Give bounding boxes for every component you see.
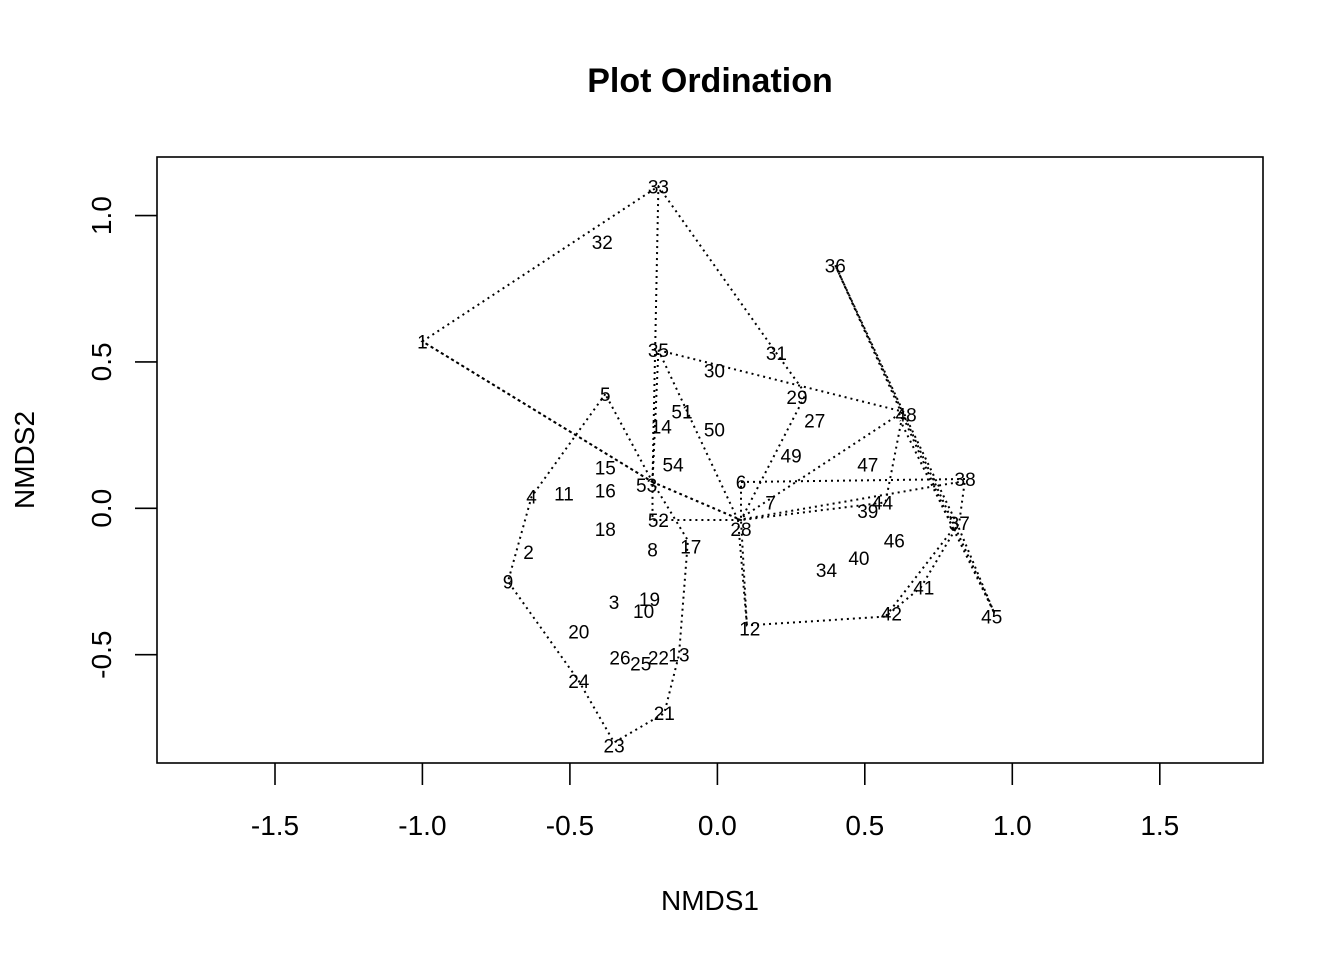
site-label-15: 15 — [595, 458, 616, 479]
x-tick-label: 1.0 — [993, 810, 1032, 841]
site-label-5: 5 — [600, 385, 611, 406]
site-label-20: 20 — [568, 622, 589, 643]
x-axis-label: NMDS1 — [661, 885, 759, 916]
site-label-31: 31 — [766, 344, 787, 365]
site-label-2: 2 — [523, 543, 534, 564]
site-label-21: 21 — [654, 704, 675, 725]
site-label-17: 17 — [680, 537, 701, 558]
spider-layer — [421, 186, 996, 626]
spider-segment-1-2 — [651, 186, 660, 483]
y-tick-label: 0.5 — [86, 342, 117, 381]
site-label-7: 7 — [765, 493, 776, 514]
site-label-39: 39 — [857, 502, 878, 523]
site-label-24: 24 — [568, 672, 590, 693]
site-label-49: 49 — [781, 447, 802, 468]
site-label-54: 54 — [663, 455, 685, 476]
y-tick-label: 1.0 — [86, 196, 117, 235]
spider-segment-3-4 — [884, 528, 955, 618]
chart-title: Plot Ordination — [587, 62, 833, 100]
spider-segment-3-3 — [952, 528, 996, 615]
site-label-40: 40 — [848, 549, 869, 570]
site-label-48: 48 — [896, 406, 917, 427]
site-label-42: 42 — [881, 605, 902, 626]
site-label-36: 36 — [825, 256, 846, 277]
x-tick-label: -0.5 — [546, 810, 594, 841]
site-label-22: 22 — [648, 649, 669, 670]
x-tick-label: 0.5 — [845, 810, 884, 841]
spider-segment-2-3 — [737, 481, 960, 521]
x-axis: -1.5 -1.0 -0.5 0.0 0.5 1.0 1.5 — [251, 763, 1179, 841]
site-label-35: 35 — [648, 341, 669, 362]
site-label-19: 19 — [639, 590, 660, 611]
group-hull-4 — [740, 477, 967, 627]
site-label-18: 18 — [595, 520, 616, 541]
site-label-3: 3 — [609, 593, 620, 614]
x-tick-label: -1.5 — [251, 810, 299, 841]
spider-segment-1-1 — [421, 340, 654, 483]
group-hull-5 — [834, 264, 996, 615]
y-tick-label: -0.5 — [86, 631, 117, 679]
site-label-50: 50 — [704, 420, 725, 441]
site-label-52: 52 — [648, 511, 669, 532]
site-label-26: 26 — [609, 649, 630, 670]
site-label-9: 9 — [503, 573, 514, 594]
site-label-27: 27 — [804, 412, 825, 433]
site-label-44: 44 — [872, 493, 894, 514]
y-axis: -0.5 0.0 0.5 1.0 — [86, 196, 157, 679]
y-axis-label: NMDS2 — [9, 411, 40, 509]
site-label-23: 23 — [604, 736, 625, 757]
site-label-32: 32 — [592, 233, 613, 254]
y-tick-label: 0.0 — [86, 489, 117, 528]
x-tick-label: 0.0 — [698, 810, 737, 841]
spider-segment-1-3 — [652, 481, 742, 521]
site-label-34: 34 — [816, 561, 838, 582]
point-label-layer: 1234567891011121314151617181920212223242… — [417, 177, 1002, 757]
site-label-11: 11 — [554, 485, 574, 506]
site-label-41: 41 — [913, 578, 934, 599]
site-label-1: 1 — [417, 332, 428, 353]
site-label-13: 13 — [668, 646, 689, 667]
site-label-53: 53 — [636, 476, 657, 497]
spider-segment-3-1 — [834, 264, 955, 530]
spider-segment-2-1 — [657, 349, 739, 521]
site-label-14: 14 — [651, 417, 673, 438]
site-label-8: 8 — [647, 540, 658, 561]
spider-segment-3-2 — [899, 420, 955, 530]
site-label-25: 25 — [630, 655, 651, 676]
site-label-10: 10 — [633, 602, 654, 623]
site-label-29: 29 — [786, 388, 807, 409]
site-label-38: 38 — [955, 470, 976, 491]
site-label-4: 4 — [526, 488, 537, 509]
group-hull-3 — [651, 348, 905, 521]
x-tick-label: -1.0 — [398, 810, 446, 841]
hull-layer — [420, 184, 996, 744]
plot-frame — [156, 156, 1264, 764]
site-label-16: 16 — [595, 482, 616, 503]
site-label-33: 33 — [648, 177, 669, 198]
x-tick-label: 1.5 — [1140, 810, 1179, 841]
site-label-45: 45 — [981, 608, 1002, 629]
site-label-28: 28 — [730, 520, 751, 541]
site-label-30: 30 — [704, 362, 725, 383]
site-label-6: 6 — [736, 473, 747, 494]
site-label-51: 51 — [671, 403, 692, 424]
site-label-46: 46 — [884, 532, 905, 553]
group-hull-2 — [506, 392, 689, 744]
site-label-47: 47 — [857, 455, 878, 476]
site-label-12: 12 — [739, 619, 760, 640]
site-label-37: 37 — [949, 514, 970, 535]
